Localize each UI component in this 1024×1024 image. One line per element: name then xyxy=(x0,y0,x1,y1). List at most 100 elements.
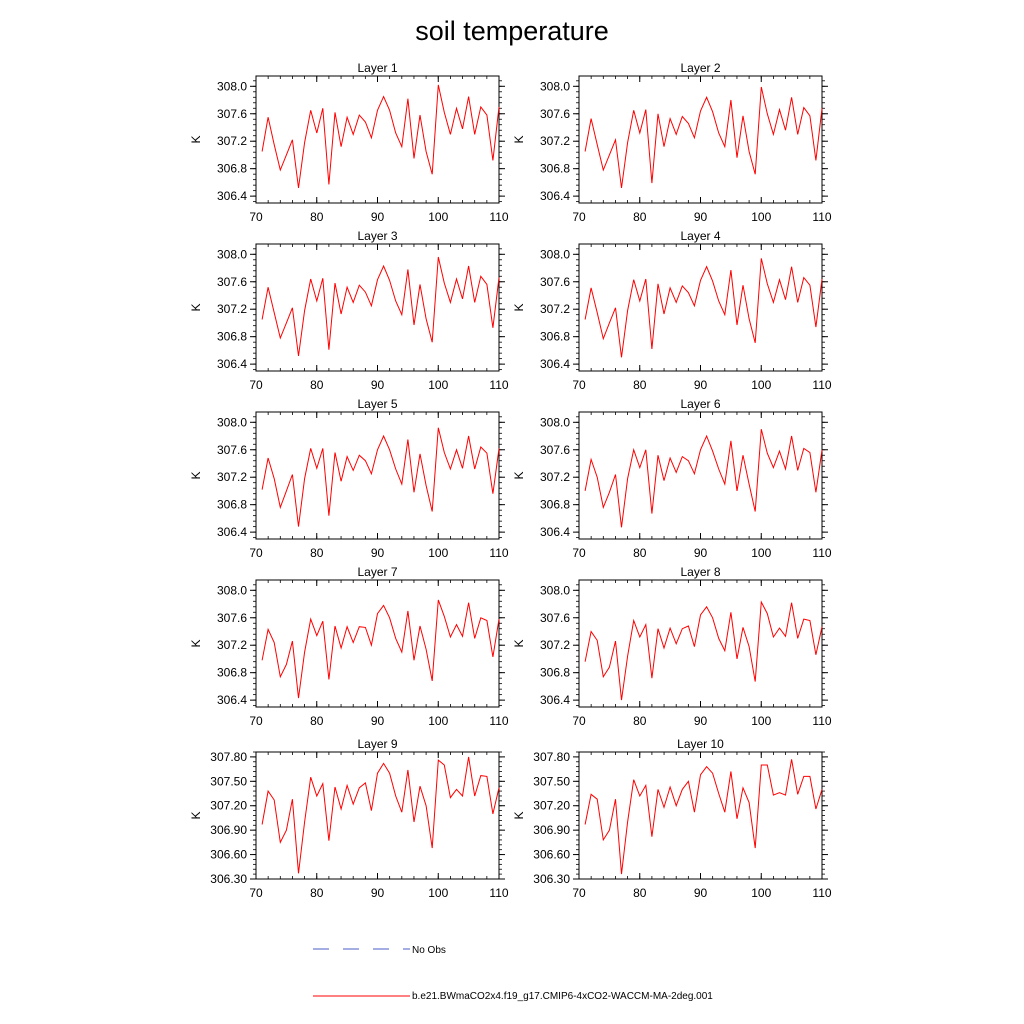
x-tick-label: 100 xyxy=(751,886,771,900)
panel-layer-3: Layer 3 70 80 90 100 110 306.4 306.8 307.2 307.6 3… xyxy=(189,229,509,392)
x-tick-label: 90 xyxy=(694,210,708,224)
x-tick-label: 80 xyxy=(310,714,324,728)
y-tick-label: 306.8 xyxy=(540,666,570,680)
y-tick-label: 306.4 xyxy=(217,693,247,707)
x-tick-label: 90 xyxy=(371,546,385,560)
y-tick-label: 307.2 xyxy=(540,470,570,484)
x-tick-label: 110 xyxy=(812,378,831,392)
x-tick-label: 70 xyxy=(249,546,263,560)
no-obs-legend-label: No Obs xyxy=(412,945,446,956)
y-tick-label: 306.60 xyxy=(533,848,570,862)
y-axis-label: K xyxy=(512,303,526,311)
y-tick-label: 306.8 xyxy=(217,162,247,176)
panel-title: Layer 1 xyxy=(357,61,397,75)
series-line xyxy=(584,759,823,875)
x-tick-label: 80 xyxy=(633,546,647,560)
panel-layer-2: Layer 2 70 80 90 100 110 306.4 306.8 307.2 307.6 3… xyxy=(512,61,832,224)
y-tick-label: 308.0 xyxy=(217,415,247,429)
y-tick-label: 308.0 xyxy=(217,79,247,93)
y-tick-label: 308.0 xyxy=(217,247,247,261)
x-tick-label: 100 xyxy=(751,714,771,728)
x-tick-label: 70 xyxy=(249,886,263,900)
panel-layer-1: Layer 1 70 80 90 100 110 306.4 306.8 307.2 307.6 3… xyxy=(189,61,509,224)
y-tick-label: 307.6 xyxy=(540,443,570,457)
y-tick-label: 306.8 xyxy=(217,330,247,344)
panel-title: Layer 2 xyxy=(680,61,720,75)
y-axis-label: K xyxy=(189,811,203,819)
y-axis-label: K xyxy=(189,135,203,143)
x-tick-label: 90 xyxy=(694,714,708,728)
y-tick-label: 307.6 xyxy=(540,611,570,625)
y-tick-label: 306.4 xyxy=(540,693,570,707)
y-tick-label: 307.6 xyxy=(217,107,247,121)
y-tick-label: 306.4 xyxy=(217,189,247,203)
series-line xyxy=(584,600,823,701)
x-tick-label: 110 xyxy=(812,210,831,224)
panel-title: Layer 10 xyxy=(677,737,724,751)
plot-frame xyxy=(578,243,823,372)
x-tick-label: 100 xyxy=(428,210,448,224)
figure-title: soil temperature xyxy=(415,16,609,46)
y-tick-label: 307.2 xyxy=(540,134,570,148)
x-tick-label: 70 xyxy=(249,714,263,728)
y-tick-label: 307.80 xyxy=(210,750,247,764)
x-tick-label: 90 xyxy=(694,546,708,560)
y-tick-label: 308.0 xyxy=(540,79,570,93)
plot-frame xyxy=(578,751,823,880)
x-tick-label: 70 xyxy=(572,886,586,900)
y-tick-label: 306.4 xyxy=(540,525,570,539)
y-tick-label: 307.2 xyxy=(217,302,247,316)
x-tick-label: 90 xyxy=(371,714,385,728)
y-tick-label: 306.90 xyxy=(210,823,247,837)
y-axis-label: K xyxy=(512,811,526,819)
x-tick-label: 70 xyxy=(572,546,586,560)
y-tick-label: 307.50 xyxy=(533,774,570,788)
y-axis-label: K xyxy=(189,639,203,647)
x-tick-label: 80 xyxy=(310,886,324,900)
x-tick-label: 70 xyxy=(249,378,263,392)
x-tick-label: 90 xyxy=(371,210,385,224)
plot-frame xyxy=(255,751,500,880)
y-tick-label: 307.2 xyxy=(540,302,570,316)
x-tick-label: 110 xyxy=(489,714,508,728)
y-tick-label: 307.80 xyxy=(533,750,570,764)
x-tick-label: 90 xyxy=(371,886,385,900)
series-line xyxy=(261,599,500,699)
y-tick-label: 306.8 xyxy=(217,666,247,680)
x-tick-label: 110 xyxy=(812,546,831,560)
x-tick-label: 70 xyxy=(572,210,586,224)
x-tick-label: 90 xyxy=(694,378,708,392)
panel-title: Layer 9 xyxy=(357,737,397,751)
x-tick-label: 100 xyxy=(428,546,448,560)
x-tick-label: 110 xyxy=(489,378,508,392)
x-tick-label: 70 xyxy=(572,378,586,392)
panel-layer-6: Layer 6 70 80 90 100 110 306.4 306.8 307.2 307.6 3… xyxy=(512,397,832,560)
panel-title: Layer 5 xyxy=(357,397,397,411)
x-tick-label: 100 xyxy=(751,210,771,224)
series-line xyxy=(261,84,500,188)
x-tick-label: 110 xyxy=(812,886,831,900)
x-tick-label: 80 xyxy=(310,378,324,392)
y-tick-label: 307.20 xyxy=(533,799,570,813)
y-axis-label: K xyxy=(189,303,203,311)
y-tick-label: 307.2 xyxy=(540,638,570,652)
series-line xyxy=(261,756,500,874)
panel-layer-8: Layer 8 70 80 90 100 110 306.4 306.8 307.2 307.6 3… xyxy=(512,565,832,728)
panel-title: Layer 6 xyxy=(680,397,720,411)
y-tick-label: 306.30 xyxy=(533,872,570,886)
x-tick-label: 80 xyxy=(633,886,647,900)
panel-title: Layer 4 xyxy=(680,229,720,243)
y-tick-label: 307.50 xyxy=(210,774,247,788)
series-line xyxy=(584,258,823,358)
x-tick-label: 110 xyxy=(489,210,508,224)
y-tick-label: 308.0 xyxy=(540,247,570,261)
x-tick-label: 100 xyxy=(428,378,448,392)
x-tick-label: 80 xyxy=(310,546,324,560)
x-tick-label: 90 xyxy=(694,886,708,900)
x-tick-label: 80 xyxy=(310,210,324,224)
y-tick-label: 308.0 xyxy=(540,415,570,429)
panel-title: Layer 7 xyxy=(357,565,397,579)
y-tick-label: 306.8 xyxy=(540,498,570,512)
panel-layer-9: Layer 9 70 80 90 100 110 306.30 306.60 306.90 307… xyxy=(189,737,509,900)
y-tick-label: 307.6 xyxy=(217,275,247,289)
